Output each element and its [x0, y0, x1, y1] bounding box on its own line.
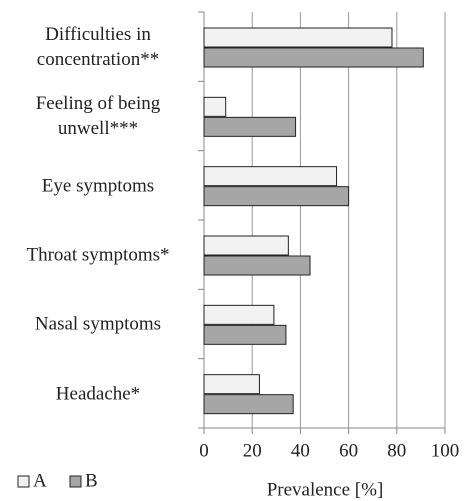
x-tick-label: 20 — [243, 440, 262, 461]
category-label: Nasal symptoms — [34, 313, 162, 335]
category-label: Throat symptoms* — [26, 244, 170, 266]
bar — [203, 374, 260, 395]
category-label: Eye symptoms — [41, 175, 155, 197]
x-tick-label: 0 — [199, 440, 209, 461]
x-tick-label: 80 — [387, 440, 406, 461]
category-label: Feeling of being unwell*** — [35, 93, 161, 140]
bar — [203, 186, 350, 207]
bar — [203, 255, 311, 276]
legend-label: B — [85, 470, 98, 491]
x-tick-label: 100 — [431, 440, 460, 461]
category-label: Headache* — [55, 383, 141, 405]
legend-label: A — [33, 470, 47, 491]
bar — [203, 166, 338, 187]
category-label: Difficulties in concentration** — [36, 24, 160, 70]
bar — [203, 235, 289, 256]
bar — [203, 47, 424, 68]
bar — [203, 304, 275, 325]
x-axis-label: Prevalence [%] — [267, 479, 384, 500]
legend-swatch — [69, 475, 82, 488]
bar — [203, 394, 294, 415]
bar — [203, 324, 287, 345]
bar — [203, 116, 297, 137]
bar — [203, 27, 393, 48]
x-tick-label: 40 — [291, 440, 310, 461]
x-tick-label: 60 — [339, 440, 358, 461]
legend-swatch — [17, 475, 30, 488]
bar — [203, 96, 227, 117]
